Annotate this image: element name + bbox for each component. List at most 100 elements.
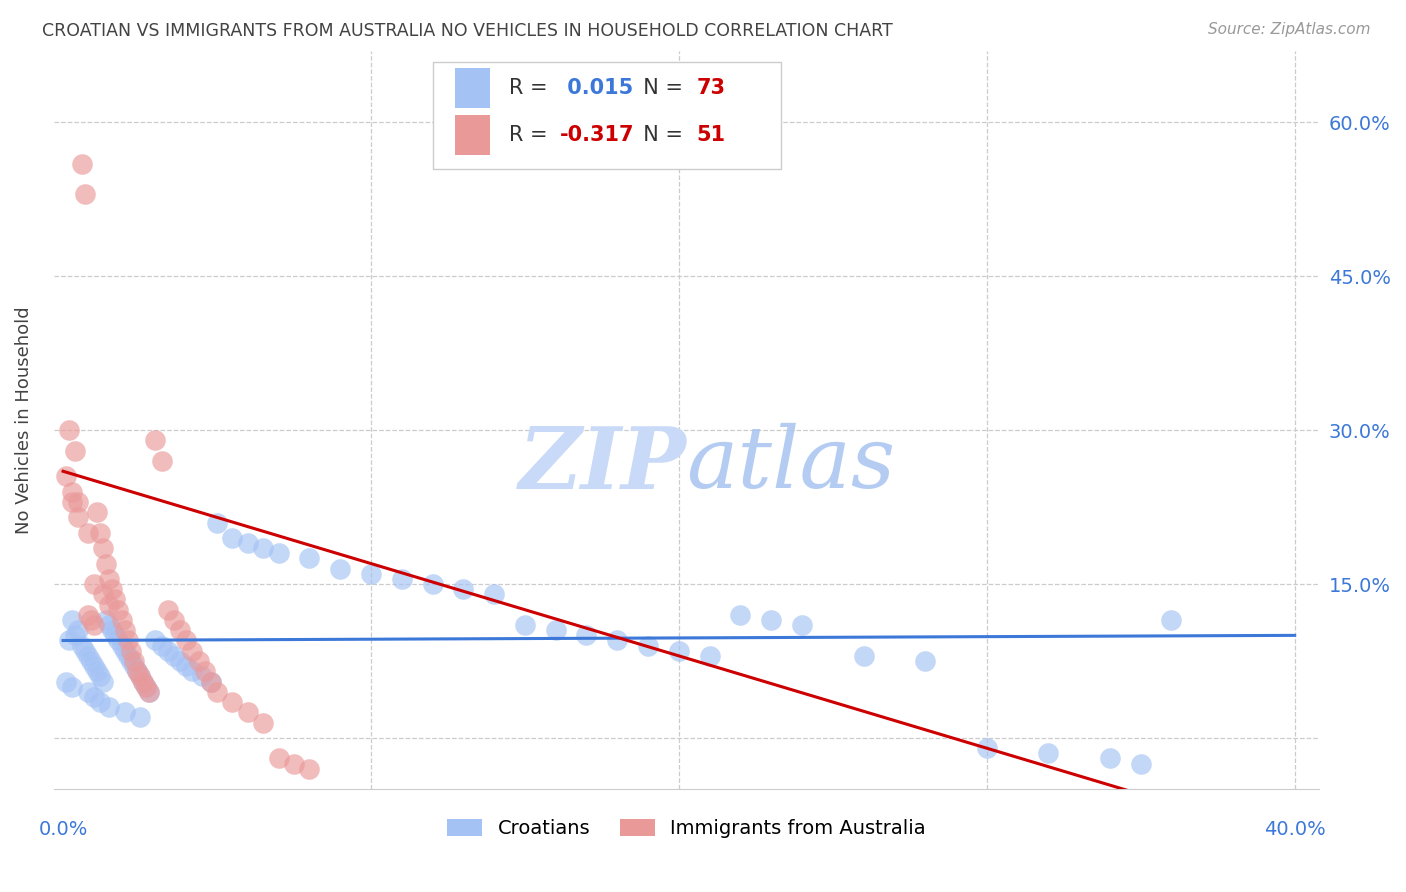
Text: R =: R =	[509, 125, 554, 145]
Point	[150, 454, 173, 468]
Point	[132, 674, 155, 689]
Point	[101, 624, 124, 638]
Point	[200, 674, 222, 689]
Point	[283, 756, 305, 771]
Point	[391, 572, 413, 586]
Text: 40.0%: 40.0%	[1264, 820, 1326, 838]
Point	[422, 577, 444, 591]
Point	[60, 680, 83, 694]
Point	[117, 633, 139, 648]
Point	[544, 624, 567, 638]
Point	[86, 665, 108, 679]
Text: N =: N =	[630, 78, 689, 98]
Point	[329, 562, 352, 576]
Point	[70, 639, 93, 653]
Point	[104, 592, 127, 607]
Legend: Croatians, Immigrants from Australia: Croatians, Immigrants from Australia	[440, 811, 934, 846]
Point	[252, 541, 274, 556]
Point	[73, 187, 96, 202]
Point	[104, 628, 127, 642]
Point	[80, 613, 103, 627]
Text: 51: 51	[697, 125, 725, 145]
Point	[65, 628, 87, 642]
Point	[98, 572, 121, 586]
FancyBboxPatch shape	[456, 68, 491, 108]
Point	[163, 613, 186, 627]
Point	[110, 639, 132, 653]
Point	[138, 685, 160, 699]
Point	[98, 618, 121, 632]
Point	[98, 700, 121, 714]
Point	[76, 648, 98, 663]
Point	[976, 741, 998, 756]
Point	[89, 669, 111, 683]
Point	[80, 654, 103, 668]
Point	[83, 659, 105, 673]
Point	[65, 443, 87, 458]
Point	[575, 628, 598, 642]
Point	[83, 577, 105, 591]
Point	[122, 659, 145, 673]
Point	[135, 680, 157, 694]
Point	[1160, 613, 1182, 627]
Point	[117, 648, 139, 663]
Point	[101, 582, 124, 597]
Point	[174, 659, 197, 673]
Point	[236, 706, 259, 720]
Point	[298, 551, 321, 566]
Point	[58, 423, 80, 437]
Point	[55, 674, 77, 689]
Point	[120, 654, 142, 668]
Point	[169, 654, 191, 668]
Point	[205, 685, 228, 699]
Point	[790, 618, 813, 632]
Point	[156, 603, 179, 617]
Point	[914, 654, 936, 668]
Point	[453, 582, 475, 597]
Point	[1098, 751, 1121, 765]
Point	[67, 624, 90, 638]
Text: ZIP: ZIP	[519, 423, 686, 506]
Point	[58, 633, 80, 648]
Point	[129, 669, 152, 683]
Point	[252, 715, 274, 730]
FancyBboxPatch shape	[433, 62, 782, 169]
Point	[96, 557, 118, 571]
Text: -0.317: -0.317	[560, 125, 634, 145]
Point	[150, 639, 173, 653]
Point	[91, 541, 114, 556]
Point	[174, 633, 197, 648]
FancyBboxPatch shape	[456, 114, 491, 155]
Point	[91, 587, 114, 601]
Point	[76, 525, 98, 540]
Point	[107, 603, 129, 617]
Point	[181, 644, 204, 658]
Point	[91, 674, 114, 689]
Point	[1129, 756, 1152, 771]
Point	[135, 680, 157, 694]
Text: N =: N =	[630, 125, 689, 145]
Text: Source: ZipAtlas.com: Source: ZipAtlas.com	[1208, 22, 1371, 37]
Point	[761, 613, 783, 627]
Point	[114, 644, 136, 658]
Text: 0.0%: 0.0%	[38, 820, 87, 838]
Text: 73: 73	[697, 78, 725, 98]
Text: 0.015: 0.015	[560, 78, 633, 98]
Point	[194, 665, 217, 679]
Point	[181, 665, 204, 679]
Point	[267, 751, 290, 765]
Point	[96, 613, 118, 627]
Point	[187, 654, 209, 668]
Point	[67, 495, 90, 509]
Point	[83, 690, 105, 704]
Point	[129, 669, 152, 683]
Point	[60, 613, 83, 627]
Point	[86, 505, 108, 519]
Point	[132, 674, 155, 689]
Point	[200, 674, 222, 689]
Point	[76, 685, 98, 699]
Point	[145, 434, 167, 448]
Point	[513, 618, 536, 632]
Point	[122, 654, 145, 668]
Point	[60, 495, 83, 509]
